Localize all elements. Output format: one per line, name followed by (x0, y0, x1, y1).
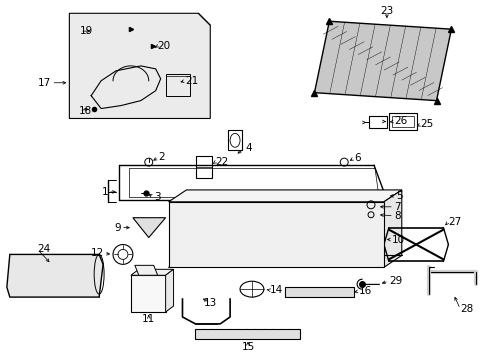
Text: 9: 9 (114, 222, 121, 233)
Text: 24: 24 (38, 244, 51, 255)
Bar (165, 74, 190, 96)
Text: 16: 16 (358, 286, 371, 296)
Text: 5: 5 (395, 191, 402, 201)
Polygon shape (135, 265, 157, 275)
Text: 12: 12 (91, 248, 104, 258)
Text: 29: 29 (388, 276, 401, 286)
Text: 18: 18 (79, 105, 92, 116)
Bar (391, 116, 413, 127)
Text: 26: 26 (393, 116, 406, 126)
Text: 19: 19 (80, 26, 93, 36)
Bar (388, 113, 416, 130)
Polygon shape (131, 269, 173, 275)
Text: 8: 8 (393, 211, 400, 221)
Text: 21: 21 (185, 76, 198, 86)
Text: 27: 27 (447, 217, 461, 227)
Text: 6: 6 (353, 153, 360, 163)
Text: 3: 3 (153, 192, 160, 202)
Text: 13: 13 (203, 298, 217, 308)
Text: 1: 1 (101, 187, 108, 197)
Text: 15: 15 (241, 342, 254, 352)
Bar (368, 117, 386, 129)
Text: 23: 23 (380, 6, 393, 16)
Polygon shape (69, 13, 210, 118)
Text: 7: 7 (393, 202, 400, 212)
Bar (228, 130, 242, 150)
Text: 4: 4 (244, 143, 251, 153)
Text: 17: 17 (38, 78, 51, 88)
Polygon shape (168, 202, 383, 267)
Text: 10: 10 (391, 234, 404, 244)
Polygon shape (168, 190, 401, 202)
Bar (195, 329, 299, 339)
Polygon shape (133, 218, 165, 238)
Polygon shape (7, 255, 103, 297)
Bar (196, 156, 212, 178)
Polygon shape (131, 275, 165, 312)
Text: 25: 25 (420, 120, 433, 130)
Text: 20: 20 (157, 41, 170, 51)
Text: 2: 2 (158, 152, 165, 162)
Text: 22: 22 (215, 157, 228, 167)
Text: 11: 11 (142, 314, 155, 324)
Polygon shape (383, 190, 401, 267)
Text: 14: 14 (269, 285, 283, 295)
Bar (284, 287, 353, 297)
Polygon shape (314, 21, 450, 100)
Text: 28: 28 (459, 304, 472, 314)
Polygon shape (165, 269, 173, 312)
